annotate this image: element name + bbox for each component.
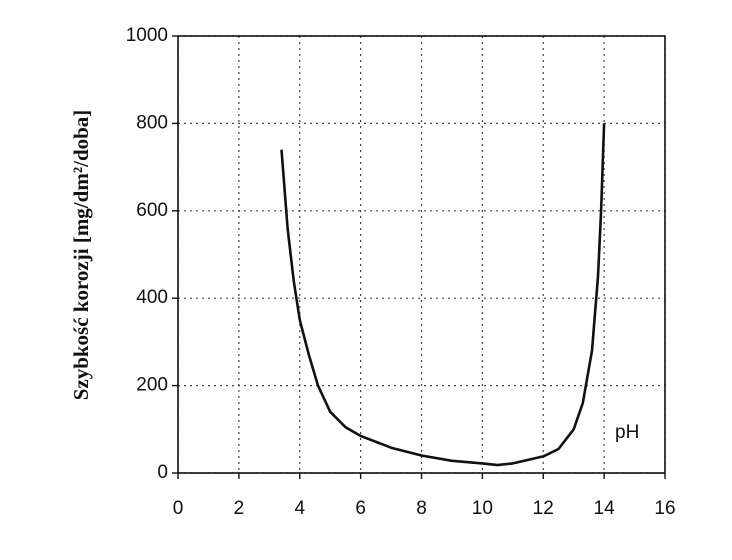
x-tick-label: 12 — [533, 498, 554, 519]
x-tick-label: 0 — [173, 498, 184, 519]
y-axis-label: Szybkość korozji [mg/dm²/doba] — [69, 110, 93, 401]
y-tick-label: 800 — [136, 112, 168, 133]
data-line — [280, 123, 606, 467]
x-tick-label: 10 — [472, 498, 493, 519]
y-tick-label: 0 — [157, 462, 168, 483]
y-tick-label: 200 — [136, 375, 168, 396]
y-tick-label: 600 — [136, 200, 168, 221]
x-tick-label: 2 — [234, 498, 245, 519]
y-tick-label: 400 — [136, 287, 168, 308]
x-tick-label: 14 — [594, 498, 616, 519]
x-tick-label: 8 — [416, 498, 427, 519]
x-tick-label: 16 — [654, 498, 675, 519]
x-tick-label: 4 — [294, 498, 305, 519]
x-tick-label: 6 — [355, 498, 366, 519]
y-tick-label: 1000 — [126, 25, 168, 46]
plot-frame — [177, 35, 666, 474]
annotation: pH — [615, 422, 639, 443]
